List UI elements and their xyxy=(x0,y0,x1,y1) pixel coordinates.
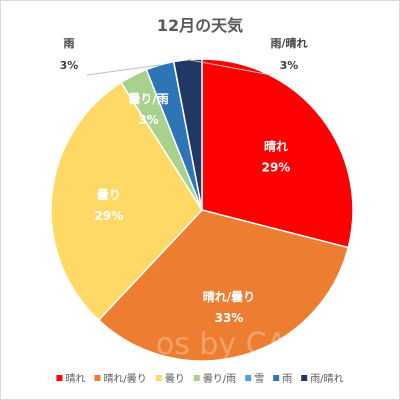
legend-label-雨-晴れ: 雨/晴れ xyxy=(310,372,343,385)
legend-label-雨: 雨 xyxy=(282,374,292,385)
label-percent-雨: 3% xyxy=(60,59,79,72)
chart-title: 12月の天気 xyxy=(157,16,243,35)
legend-swatch-曇り xyxy=(155,375,162,381)
label-percent-晴れ: 29% xyxy=(262,161,291,175)
label-name-雨: 雨 xyxy=(64,37,75,50)
legend-swatch-晴れ xyxy=(56,375,63,381)
legend-label-曇り: 曇り xyxy=(165,373,185,385)
label-name-晴れ-曇り: 晴れ/曇り xyxy=(203,289,255,304)
legend-swatch-雨 xyxy=(273,375,280,381)
slice-晴れ xyxy=(201,58,354,249)
leader-line-雨-晴れ xyxy=(187,59,272,76)
leader-lines xyxy=(86,59,272,76)
legend-label-曇り-雨: 曇り/雨 xyxy=(203,373,236,385)
legend-swatch-晴れ-曇り xyxy=(94,375,101,381)
legend-label-晴れ-曇り: 晴れ/曇り xyxy=(103,372,146,385)
legend: 晴れ 晴れ/曇り 曇り 曇り/雨 雪 雨 雨/晴れ xyxy=(56,372,344,385)
label-name-晴れ: 晴れ xyxy=(264,139,288,154)
label-percent-晴れ-曇り: 33% xyxy=(215,311,244,325)
label-name-曇り-雨: 曇り/雨 xyxy=(128,92,168,106)
legend-label-晴れ: 晴れ xyxy=(65,372,85,385)
legend-swatch-雪 xyxy=(245,375,252,381)
label-percent-曇り-雨: 3% xyxy=(138,113,158,127)
label-name-雨-晴れ: 雨/晴れ xyxy=(270,36,307,50)
label-percent-雨-晴れ: 3% xyxy=(280,59,299,72)
slice-曇り xyxy=(50,81,203,322)
legend-swatch-曇り-雨 xyxy=(193,375,200,381)
slice-雨-晴れ xyxy=(172,58,203,211)
slice-labels: 晴れ 29% 晴れ/曇り 33% 曇り 29% 曇り/雨 3% 雨 3% 雨/晴れ 3% xyxy=(60,36,308,325)
leader-line-雨 xyxy=(86,64,160,76)
label-name-曇り: 曇り xyxy=(97,188,121,202)
label-percent-曇り: 29% xyxy=(94,209,123,223)
slice-晴れ-曇り xyxy=(97,209,350,362)
legend-label-雪: 雪 xyxy=(254,373,264,385)
legend-swatch-雨-晴れ xyxy=(301,375,308,381)
watermark-text: os by CAS xyxy=(156,327,306,362)
pie-slices xyxy=(50,58,354,362)
